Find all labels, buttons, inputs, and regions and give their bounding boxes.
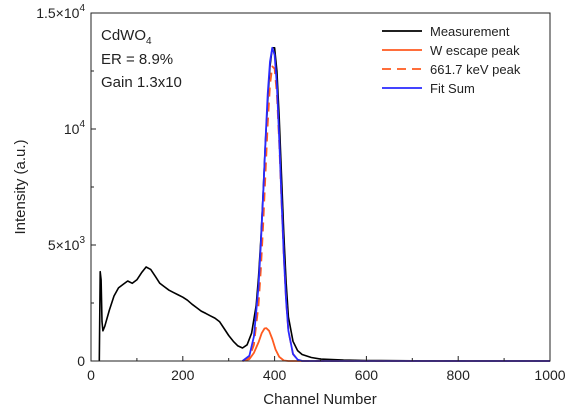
x-tick-label: 0 xyxy=(87,367,95,383)
x-axis-title: Channel Number xyxy=(263,391,376,408)
y-axis: 0 5×103 104 1.5×104 xyxy=(36,3,96,369)
series-line-661-7-kev-peak xyxy=(242,65,550,362)
y-tick-label: 0 xyxy=(77,353,85,369)
annotation-block: CdWO4 ER = 8.9% Gain 1.3x10 xyxy=(101,27,182,91)
x-tick-label: 200 xyxy=(171,367,195,383)
x-tick-label: 800 xyxy=(447,367,471,383)
x-tick-label: 400 xyxy=(263,367,287,383)
annotation-material: CdWO4 xyxy=(101,27,152,47)
series-line-w-escape-peak xyxy=(242,327,550,362)
x-tick-label: 600 xyxy=(355,367,379,383)
y-tick-label: 1.5×104 xyxy=(36,3,85,21)
legend: Measurement W escape peak 661.7 keV peak Fi… xyxy=(382,24,521,96)
x-axis: 0 200 400 600 800 1000 xyxy=(87,356,566,383)
series-line-measurement xyxy=(98,46,550,362)
x-tick-label: 1000 xyxy=(534,367,565,383)
legend-label: Fit Sum xyxy=(430,81,475,96)
y-axis-title: Intensity (a.u.) xyxy=(12,139,29,234)
legend-label: Measurement xyxy=(430,24,510,39)
y-tick-label: 104 xyxy=(64,119,86,137)
plot-marks xyxy=(98,46,550,362)
annotation-resolution: ER = 8.9% xyxy=(101,51,173,68)
annotation-material-base: CdWO xyxy=(101,27,146,44)
annotation-material-subscript: 4 xyxy=(146,36,152,47)
y-tick-label: 5×103 xyxy=(48,235,86,253)
legend-label: W escape peak xyxy=(430,43,520,58)
series-line-fit-sum xyxy=(241,46,550,362)
legend-label: 661.7 keV peak xyxy=(430,62,521,77)
annotation-gain: Gain 1.3x10 xyxy=(101,74,182,91)
